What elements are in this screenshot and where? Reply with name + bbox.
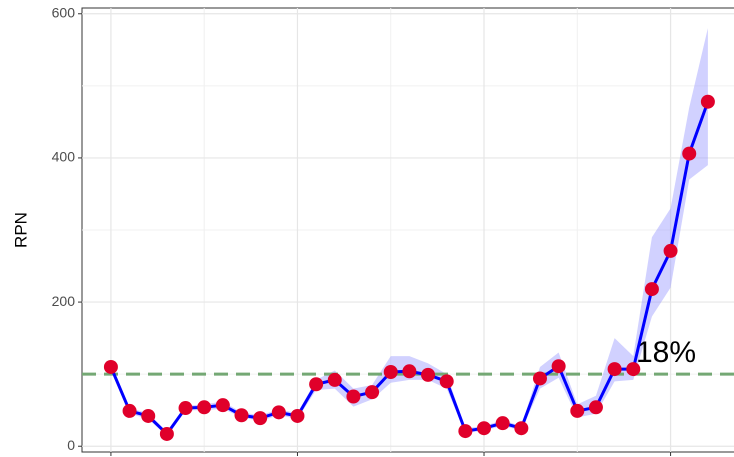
data-point [532, 371, 547, 386]
data-point [626, 362, 641, 377]
reference-label: 18% [636, 336, 696, 369]
data-point [159, 426, 174, 441]
data-point [421, 367, 436, 382]
data-point [607, 362, 622, 377]
data-point [346, 389, 361, 404]
y-tick-label: 600 [52, 4, 76, 20]
data-point [458, 424, 473, 439]
data-point [383, 364, 398, 379]
y-tick-label: 400 [52, 149, 76, 165]
data-point [700, 94, 715, 109]
data-point [271, 405, 286, 420]
data-point [682, 146, 697, 161]
y-axis-label: RPN [11, 212, 30, 248]
y-tick-label: 0 [67, 437, 75, 453]
data-point [122, 403, 137, 418]
data-point [103, 359, 118, 374]
data-point [588, 400, 603, 415]
data-point [495, 416, 510, 431]
data-point [402, 364, 417, 379]
data-point [551, 359, 566, 374]
data-point [327, 372, 342, 387]
data-point [215, 398, 230, 413]
data-point [477, 421, 492, 436]
data-point [178, 401, 193, 416]
y-tick-label: 200 [52, 293, 76, 309]
data-point [197, 400, 212, 415]
data-point [439, 374, 454, 389]
data-point [365, 385, 380, 400]
data-point [290, 408, 305, 423]
data-point [514, 421, 529, 436]
data-point [663, 243, 678, 258]
data-point [253, 411, 268, 426]
data-point [570, 403, 585, 418]
data-point [644, 282, 659, 297]
data-point [309, 377, 324, 392]
data-point [234, 408, 249, 423]
data-point [141, 408, 156, 423]
